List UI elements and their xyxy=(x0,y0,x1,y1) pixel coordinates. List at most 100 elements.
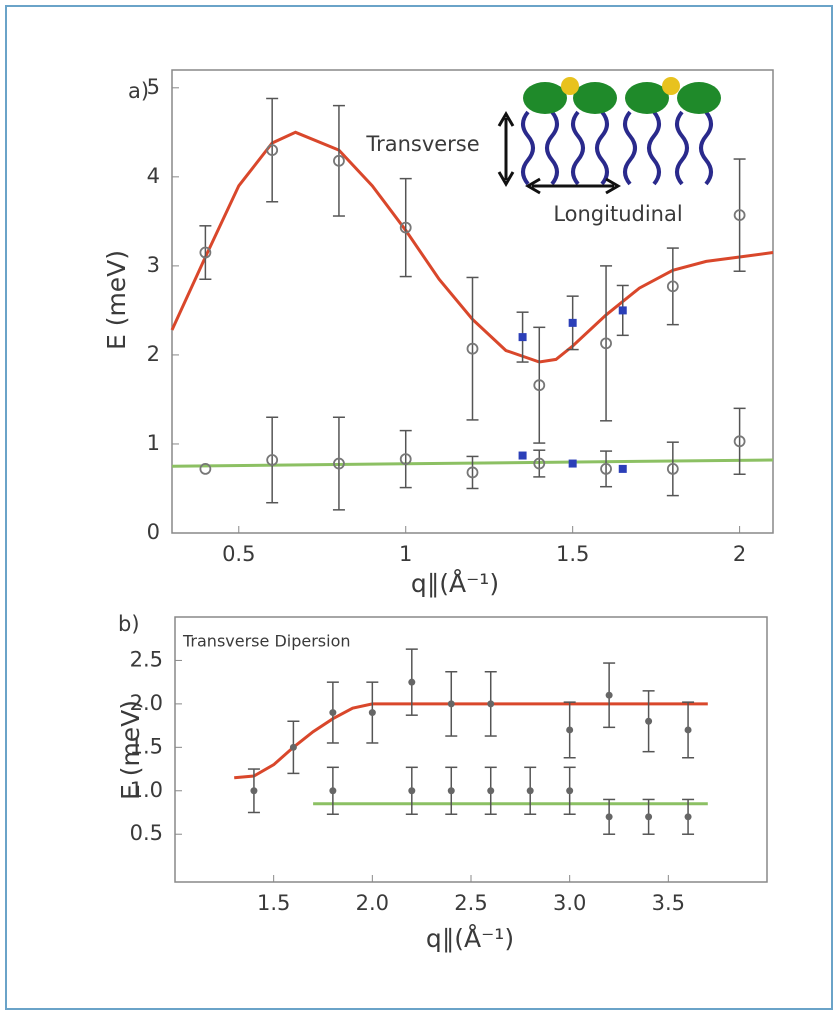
data-point xyxy=(568,459,577,468)
y-tick-label: 5 xyxy=(147,75,160,99)
error-bar xyxy=(600,450,613,488)
error-bar xyxy=(266,416,279,504)
data-point xyxy=(329,709,337,717)
data-point xyxy=(733,209,746,222)
data-point xyxy=(333,154,345,167)
data-point xyxy=(566,787,574,795)
data-point xyxy=(399,453,412,465)
y-tick-label: 1.5 xyxy=(130,734,163,758)
data-point xyxy=(487,787,495,795)
y-tick-label: 2.0 xyxy=(130,691,163,715)
x-tick-label: 0.5 xyxy=(222,542,255,566)
error-bar xyxy=(199,225,212,280)
x-tick-label: 1.5 xyxy=(257,891,290,915)
error-bar xyxy=(733,407,746,475)
data-point xyxy=(618,306,627,315)
data-point xyxy=(618,464,627,473)
head xyxy=(625,82,669,114)
ion xyxy=(662,77,680,95)
error-bar xyxy=(466,276,479,421)
annotation: Longitudinal xyxy=(553,202,682,226)
data-point xyxy=(645,813,653,821)
data-point xyxy=(399,221,412,234)
error-bar xyxy=(533,449,546,478)
data-point xyxy=(329,787,337,795)
chain xyxy=(647,110,661,186)
data-point xyxy=(600,462,612,475)
data-point xyxy=(645,717,653,725)
data-point xyxy=(666,280,679,293)
head xyxy=(523,82,567,114)
head xyxy=(573,82,617,114)
data-point xyxy=(568,318,577,327)
data-point xyxy=(566,726,574,734)
y-tick-label: 2.5 xyxy=(130,647,163,671)
data-point xyxy=(289,743,297,751)
data-point xyxy=(666,462,679,475)
error-bar xyxy=(399,429,412,489)
y-axis-label: E (meV) xyxy=(116,700,145,800)
error-bar xyxy=(733,158,746,272)
y-tick-label: 2 xyxy=(147,342,160,366)
error-bar xyxy=(332,104,345,217)
annotation: Transverse xyxy=(365,132,479,156)
y-tick-label: 4 xyxy=(147,164,160,188)
error-bar xyxy=(600,265,613,422)
data-point xyxy=(199,462,212,475)
data-point xyxy=(333,457,345,470)
error-bar xyxy=(466,455,479,490)
arrow-heads xyxy=(497,111,515,187)
data-point xyxy=(518,333,527,342)
chain xyxy=(699,110,713,186)
data-point xyxy=(684,726,692,734)
data-point xyxy=(605,813,613,821)
x-axis-label: q∥(Å⁻¹) xyxy=(411,569,499,598)
x-tick-label: 1.5 xyxy=(556,542,589,566)
fit-line xyxy=(170,130,774,364)
x-axis-label: q∥(Å⁻¹) xyxy=(426,924,514,953)
y-tick-label: 1 xyxy=(147,431,160,455)
chart-title: Transverse Dipersion xyxy=(182,632,351,651)
data-point xyxy=(408,678,416,686)
error-bar xyxy=(666,441,679,497)
frame xyxy=(5,5,833,1010)
y-axis-label: E (meV) xyxy=(102,250,131,350)
x-tick-label: 2.0 xyxy=(356,891,389,915)
fit-line xyxy=(234,702,708,780)
error-bar xyxy=(266,97,279,203)
chain xyxy=(521,110,535,186)
inset-illustration xyxy=(497,77,721,195)
data-point xyxy=(605,691,613,699)
chain xyxy=(595,110,609,186)
data-point xyxy=(533,379,546,392)
x-tick-label: 2 xyxy=(733,542,746,566)
data-point xyxy=(518,451,527,460)
annotation: a) xyxy=(128,79,149,103)
error-bar xyxy=(666,247,679,326)
x-tick-label: 3.0 xyxy=(553,891,586,915)
data-point xyxy=(368,709,376,717)
ion xyxy=(561,77,579,95)
chain xyxy=(571,110,585,186)
y-tick-label: 0.5 xyxy=(130,821,163,845)
data-point xyxy=(533,457,546,470)
arrows xyxy=(497,111,621,195)
y-tick-label: 1.0 xyxy=(130,778,163,802)
annotation: b) xyxy=(118,612,140,636)
data-point xyxy=(408,787,416,795)
data-point xyxy=(266,144,279,157)
plot-area xyxy=(171,69,774,534)
chain xyxy=(623,110,637,186)
chain xyxy=(675,110,689,186)
error-bar xyxy=(533,326,546,444)
data-point xyxy=(466,466,479,479)
x-tick-label: 3.5 xyxy=(652,891,685,915)
data-point xyxy=(600,337,612,350)
head xyxy=(677,82,721,114)
data-point xyxy=(466,342,479,355)
data-point xyxy=(487,700,495,708)
data-point xyxy=(199,246,212,259)
x-tick-label: 2.5 xyxy=(454,891,487,915)
y-tick-label: 3 xyxy=(147,253,160,277)
